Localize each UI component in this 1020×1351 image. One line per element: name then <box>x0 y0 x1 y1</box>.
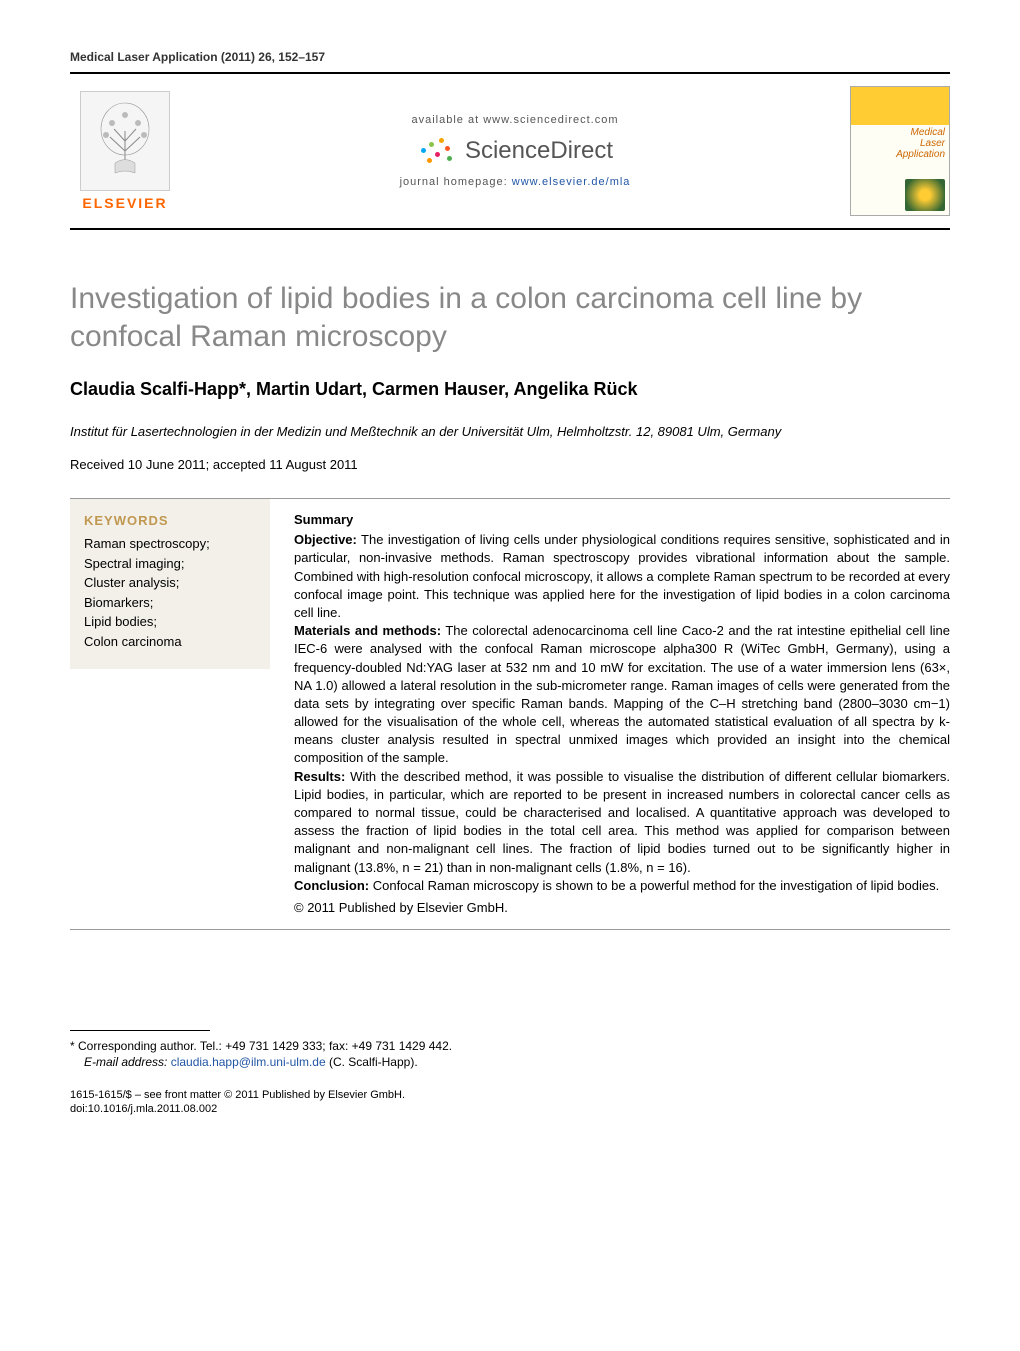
keyword-item: Lipid bodies; <box>84 612 256 632</box>
journal-header: ELSEVIER available at www.sciencedirect.… <box>70 72 950 230</box>
journal-cover-thumbnail: Medical Laser Application <box>850 86 950 216</box>
sciencedirect-text: ScienceDirect <box>465 137 613 165</box>
cover-image-icon <box>905 179 945 211</box>
article-dates: Received 10 June 2011; accepted 11 Augus… <box>70 457 950 472</box>
affiliation: Institut für Lasertechnologien in der Me… <box>70 424 950 439</box>
cover-brand-line2: Laser <box>920 138 945 149</box>
sciencedirect-logo: ScienceDirect <box>417 136 613 166</box>
methods-heading: Materials and methods: <box>294 623 441 638</box>
keywords-box: KEYWORDS Raman spectroscopy; Spectral im… <box>70 499 270 669</box>
email-address[interactable]: claudia.happ@ilm.uni-ulm.de <box>171 1055 326 1069</box>
results-heading: Results: <box>294 769 345 784</box>
header-middle: available at www.sciencedirect.com Scien… <box>200 114 830 188</box>
methods-text: The colorectal adenocarcinoma cell line … <box>294 623 950 765</box>
conclusion-heading: Conclusion: <box>294 878 369 893</box>
authors: Claudia Scalfi-Happ*, Martin Udart, Carm… <box>70 379 950 400</box>
cover-top-band <box>851 87 949 125</box>
objective-text: The investigation of living cells under … <box>294 532 950 620</box>
abstract-section: KEYWORDS Raman spectroscopy; Spectral im… <box>70 498 950 930</box>
elsevier-logo: ELSEVIER <box>70 91 180 211</box>
abstract-copyright: © 2011 Published by Elsevier GmbH. <box>294 899 950 917</box>
results-text: With the described method, it was possib… <box>294 769 950 875</box>
keyword-item: Cluster analysis; <box>84 573 256 593</box>
email-line: E-mail address: claudia.happ@ilm.uni-ulm… <box>70 1055 950 1069</box>
corresponding-author: * Corresponding author. Tel.: +49 731 14… <box>70 1039 950 1053</box>
keywords-heading: KEYWORDS <box>84 513 256 528</box>
running-header: Medical Laser Application (2011) 26, 152… <box>70 50 950 64</box>
page: Medical Laser Application (2011) 26, 152… <box>0 0 1020 1175</box>
keyword-item: Raman spectroscopy; <box>84 534 256 554</box>
issn-line: 1615-1615/$ – see front matter © 2011 Pu… <box>70 1089 950 1101</box>
keywords-list: Raman spectroscopy; Spectral imaging; Cl… <box>84 534 256 651</box>
journal-homepage: journal homepage: www.elsevier.de/mla <box>400 176 631 188</box>
cover-brand: Medical Laser Application <box>851 125 949 162</box>
email-suffix: (C. Scalfi-Happ). <box>326 1055 418 1069</box>
homepage-link[interactable]: www.elsevier.de/mla <box>512 176 631 188</box>
article-title: Investigation of lipid bodies in a colon… <box>70 280 950 355</box>
cover-brand-line1: Medical <box>911 127 945 138</box>
doi-line: doi:10.1016/j.mla.2011.08.002 <box>70 1103 950 1115</box>
sciencedirect-dots-icon <box>417 136 457 166</box>
elsevier-tree-icon <box>80 91 170 191</box>
keyword-item: Spectral imaging; <box>84 554 256 574</box>
conclusion-text: Confocal Raman microscopy is shown to be… <box>369 878 939 893</box>
email-label: E-mail address: <box>84 1055 171 1069</box>
abstract-text: Summary Objective: The investigation of … <box>294 499 950 929</box>
keyword-item: Colon carcinoma <box>84 632 256 652</box>
elsevier-wordmark: ELSEVIER <box>82 195 167 211</box>
available-at-text: available at www.sciencedirect.com <box>411 114 618 126</box>
keyword-item: Biomarkers; <box>84 593 256 613</box>
objective-heading: Objective: <box>294 532 357 547</box>
cover-brand-line3: Application <box>896 149 945 160</box>
homepage-label: journal homepage: <box>400 176 512 188</box>
summary-heading: Summary <box>294 511 950 529</box>
footer-separator <box>70 1030 210 1031</box>
